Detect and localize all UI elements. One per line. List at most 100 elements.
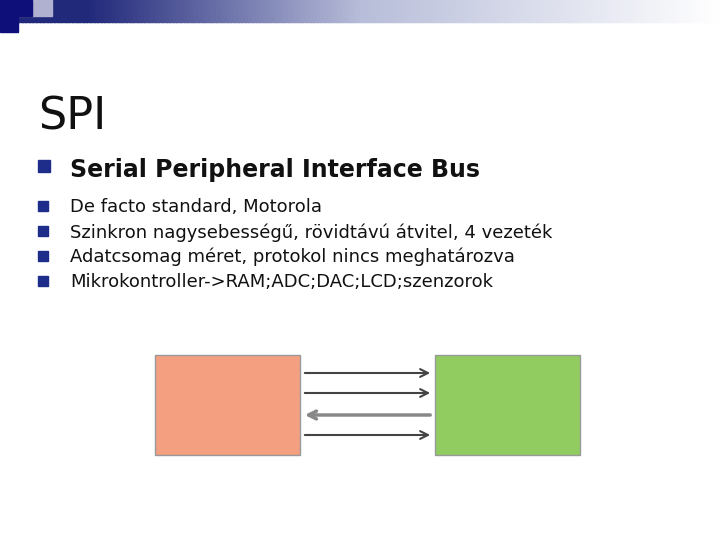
Bar (216, 0, 220, 22)
Bar (212, 0, 217, 22)
Bar (360, 0, 364, 22)
Bar (421, 0, 426, 22)
Bar (644, 0, 649, 22)
Bar (0, 0, 4, 22)
Bar (626, 0, 631, 22)
Bar (479, 0, 483, 22)
Bar (464, 0, 469, 22)
Text: Serial Peripheral Interface Bus: Serial Peripheral Interface Bus (70, 158, 480, 182)
Bar (331, 0, 336, 22)
Text: $\overline{\mathsf{SS}}$: $\overline{\mathsf{SS}}$ (274, 428, 290, 442)
Bar (266, 0, 271, 22)
Bar (259, 0, 264, 22)
Bar (0, 16, 18, 32)
Bar (709, 0, 714, 22)
Bar (396, 0, 400, 22)
Text: Adatcsomag méret, protokol nincs meghatározva: Adatcsomag méret, protokol nincs meghatá… (70, 248, 515, 267)
Bar (580, 0, 584, 22)
Bar (353, 0, 357, 22)
Bar (274, 0, 278, 22)
Bar (122, 0, 127, 22)
Bar (475, 0, 480, 22)
Bar (468, 0, 472, 22)
Bar (508, 0, 512, 22)
Bar (346, 0, 350, 22)
Bar (605, 0, 609, 22)
Bar (7, 0, 12, 22)
Bar (634, 0, 638, 22)
Bar (22, 0, 26, 22)
Bar (670, 0, 674, 22)
Bar (133, 0, 138, 22)
Bar (493, 0, 498, 22)
Bar (68, 0, 73, 22)
Bar (356, 0, 361, 22)
Bar (0, 0, 32, 16)
Bar (306, 0, 310, 22)
Bar (536, 0, 541, 22)
Bar (698, 0, 703, 22)
Bar (594, 0, 598, 22)
Bar (162, 0, 166, 22)
Bar (14, 0, 19, 22)
Bar (90, 0, 94, 22)
Bar (529, 0, 534, 22)
Bar (486, 0, 490, 22)
Bar (313, 0, 318, 22)
Bar (18, 0, 22, 22)
Bar (101, 0, 105, 22)
Bar (317, 0, 321, 22)
Bar (655, 0, 660, 22)
Bar (328, 0, 332, 22)
Bar (472, 0, 476, 22)
Bar (511, 0, 516, 22)
Bar (374, 0, 379, 22)
Bar (608, 0, 613, 22)
Bar (38, 160, 50, 172)
Bar (43, 0, 48, 22)
Bar (11, 0, 15, 22)
Bar (515, 0, 519, 22)
Bar (299, 0, 303, 22)
Bar (616, 0, 620, 22)
Bar (25, 0, 30, 22)
Bar (436, 0, 440, 22)
Bar (598, 0, 602, 22)
Text: MOSI: MOSI (263, 388, 290, 398)
Bar (680, 0, 685, 22)
Bar (612, 0, 616, 22)
Bar (335, 0, 339, 22)
Bar (4, 0, 8, 22)
Bar (461, 0, 465, 22)
Bar (108, 0, 112, 22)
Bar (389, 0, 393, 22)
Bar (367, 0, 372, 22)
Bar (302, 0, 307, 22)
Bar (155, 355, 300, 455)
Text: SCLK: SCLK (445, 368, 472, 378)
Bar (270, 0, 274, 22)
Bar (169, 0, 174, 22)
Text: Mikrokontroller->RAM;ADC;DAC;LCD;szenzorok: Mikrokontroller->RAM;ADC;DAC;LCD;szenzor… (70, 273, 493, 291)
Bar (104, 0, 109, 22)
Bar (587, 0, 591, 22)
Bar (256, 0, 260, 22)
Bar (47, 0, 51, 22)
Text: $\overline{\mathsf{SS}}$: $\overline{\mathsf{SS}}$ (445, 428, 461, 442)
Bar (713, 0, 717, 22)
Bar (619, 0, 624, 22)
Bar (76, 0, 80, 22)
Bar (457, 0, 462, 22)
Bar (490, 0, 494, 22)
Bar (176, 0, 181, 22)
Bar (180, 0, 184, 22)
Bar (241, 0, 246, 22)
Text: MISO: MISO (445, 410, 472, 420)
Bar (148, 0, 152, 22)
Bar (407, 0, 411, 22)
Bar (166, 0, 170, 22)
Bar (284, 0, 289, 22)
Bar (551, 0, 555, 22)
Text: MISO: MISO (263, 410, 290, 420)
Bar (443, 0, 447, 22)
